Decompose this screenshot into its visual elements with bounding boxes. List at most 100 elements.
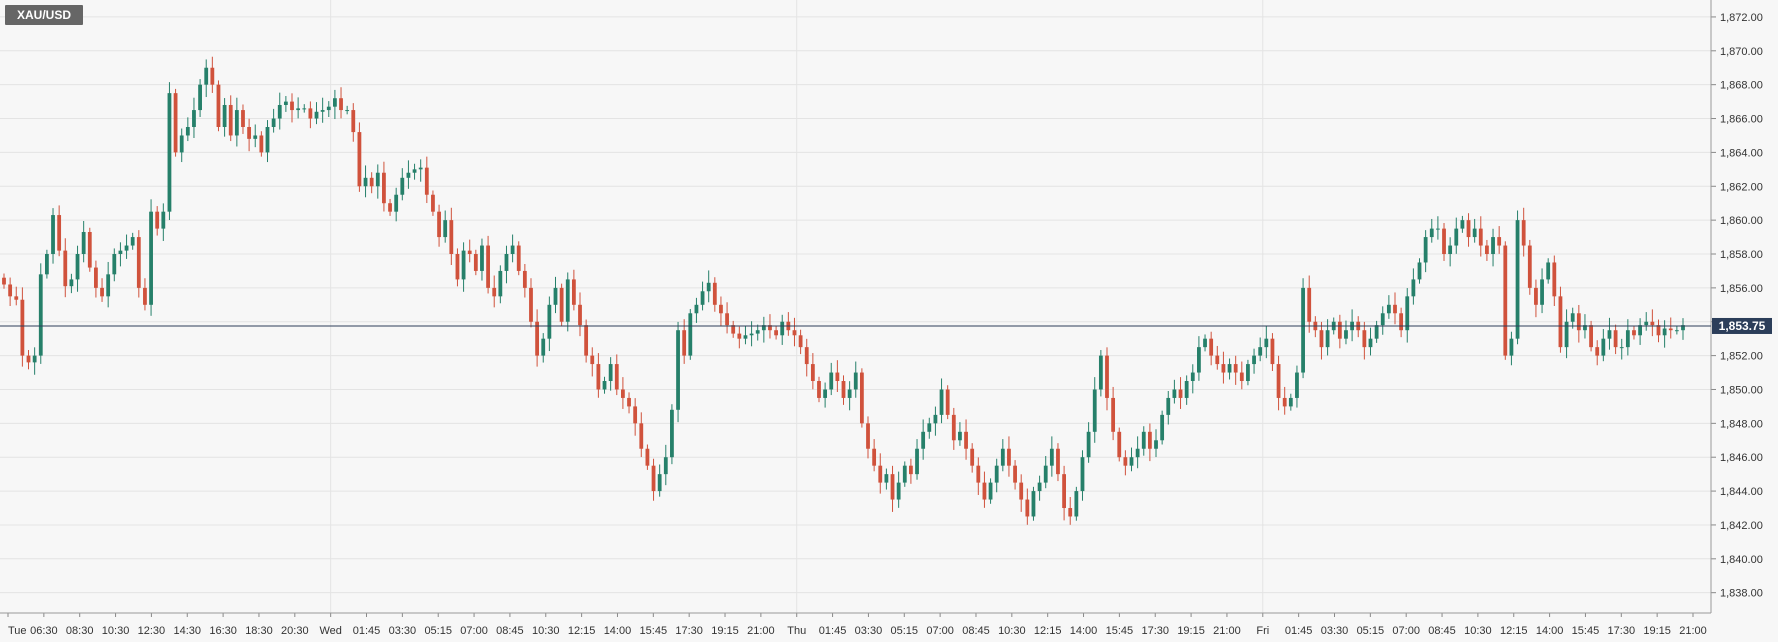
candle-body (847, 389, 852, 398)
candle-body (1380, 313, 1385, 326)
candle-body (81, 231, 86, 255)
y-tick-label: 1,864.00 (1720, 147, 1763, 159)
candle-body (1374, 325, 1379, 339)
candle-body (1668, 328, 1673, 331)
candle-body (1527, 245, 1532, 288)
candle-body (94, 267, 98, 288)
x-tick-label: 05:15 (424, 625, 452, 637)
candle-body (1203, 338, 1207, 348)
candle-body (633, 406, 638, 424)
candle-body (1056, 448, 1060, 475)
x-tick-label: 12:15 (568, 625, 596, 637)
candle-body (1564, 321, 1569, 348)
candle-body (1160, 414, 1165, 441)
candle-body (1644, 321, 1649, 326)
candle-body (185, 127, 190, 136)
candle-body (676, 330, 680, 410)
candle-body (1540, 279, 1544, 305)
x-tick-label: Tue (8, 625, 27, 637)
candle-body (167, 93, 172, 212)
candle-body (473, 254, 478, 271)
candle-body (1546, 262, 1551, 280)
candle-body (1478, 228, 1483, 246)
candle-body (296, 108, 301, 111)
x-tick-label: 14:00 (1536, 625, 1564, 637)
y-tick-label: 1,872.00 (1720, 12, 1763, 24)
candle-body (1282, 397, 1287, 407)
candle-body (1485, 245, 1489, 255)
candle-body (535, 321, 540, 356)
candle-body (994, 465, 999, 483)
candle-body (149, 211, 153, 305)
candle-body (682, 330, 687, 356)
candle-body (486, 245, 490, 288)
candle-body (712, 282, 717, 305)
candle-body (1025, 499, 1030, 517)
candle-body (406, 172, 411, 178)
candle-body (136, 237, 141, 288)
candle-body (412, 169, 417, 173)
candle-body (1209, 338, 1214, 356)
x-tick-label: 07:00 (1392, 625, 1420, 637)
candle-layer (2, 56, 1685, 525)
y-tick-label: 1,846.00 (1720, 452, 1763, 464)
candle-body (743, 335, 748, 339)
candle-body (1105, 355, 1109, 398)
candle-body (780, 321, 785, 336)
y-tick-label: 1,840.00 (1720, 554, 1763, 566)
x-tick-label: 05:15 (1357, 625, 1385, 637)
x-tick-label: 07:00 (926, 625, 954, 637)
x-tick-label: 10:30 (102, 625, 130, 637)
candle-body (1288, 397, 1293, 407)
candle-body (614, 364, 619, 390)
y-tick-label: 1,866.00 (1720, 114, 1763, 126)
candle-body (571, 279, 576, 305)
candle-body (761, 325, 766, 331)
x-tick-label: 06:30 (30, 625, 58, 637)
candle-body (504, 254, 509, 271)
y-tick-label: 1,852.00 (1720, 351, 1763, 363)
candle-body (204, 67, 209, 85)
candle-body (737, 333, 742, 339)
candle-body (1239, 372, 1244, 382)
candle-body (130, 237, 135, 246)
candle-body (1043, 465, 1048, 483)
candle-body (1558, 296, 1563, 348)
candle-body (20, 299, 25, 356)
candle-body (1619, 347, 1624, 349)
candle-body (1491, 237, 1495, 255)
candle-body (909, 465, 913, 475)
candle-body (547, 304, 552, 339)
x-tick-label: 01:45 (353, 625, 381, 637)
candle-body (902, 465, 907, 483)
candle-body (516, 245, 521, 271)
candle-body (1276, 364, 1281, 398)
candle-body (308, 108, 313, 119)
candle-body (87, 231, 92, 268)
x-tick-label: 20:30 (281, 625, 309, 637)
candle-body (1601, 338, 1606, 356)
candle-body (645, 448, 650, 466)
candle-body (964, 431, 968, 449)
candle-body (602, 381, 607, 390)
x-tick-label: 21:00 (747, 625, 775, 637)
y-tick-label: 1,842.00 (1720, 520, 1763, 532)
x-tick-label: 14:00 (1070, 625, 1098, 637)
y-tick-label: 1,858.00 (1720, 249, 1763, 261)
candle-body (731, 325, 736, 334)
candle-body (400, 177, 405, 195)
candle-body (241, 110, 245, 128)
candle-body (663, 457, 668, 475)
candle-body (1454, 228, 1459, 246)
candle-body (982, 482, 987, 500)
candle-body (1086, 431, 1091, 458)
x-tick-label: 21:00 (1213, 625, 1241, 637)
candle-body (1166, 397, 1171, 415)
candle-body (1111, 397, 1116, 432)
candle-body (1442, 228, 1446, 255)
x-tick-label: 01:45 (1285, 625, 1313, 637)
candle-body (363, 177, 368, 187)
candle-body (1472, 228, 1477, 238)
candle-body (590, 355, 595, 365)
